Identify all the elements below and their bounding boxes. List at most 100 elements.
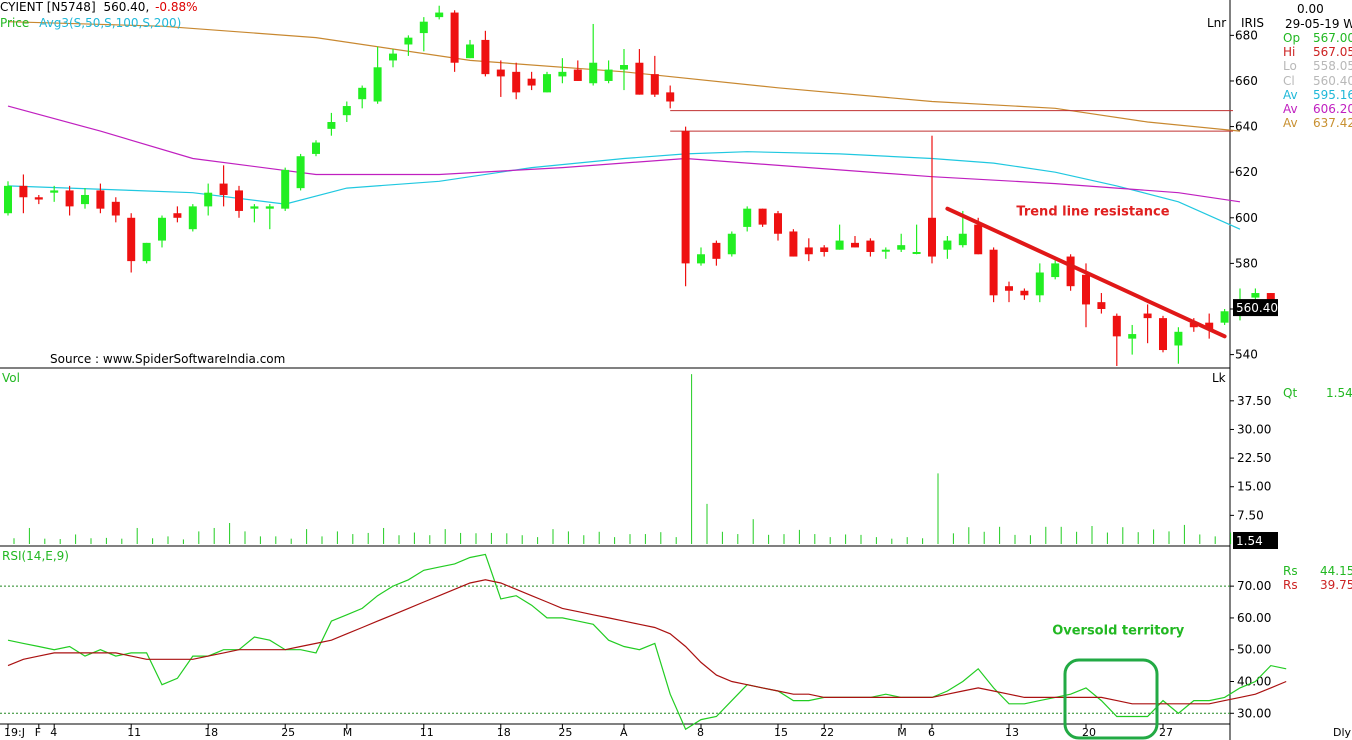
- volume-tick-label: 15.00: [1237, 480, 1271, 494]
- candle-body: [19, 185, 28, 198]
- price-tick-label: 680: [1235, 28, 1258, 42]
- x-tick-label: 11: [127, 726, 141, 739]
- candle-body: [835, 240, 844, 250]
- candle-body: [1143, 313, 1152, 319]
- candle-body: [1051, 263, 1060, 278]
- x-tick-label: 18: [204, 726, 218, 739]
- last-price-tag: [1233, 299, 1278, 317]
- volume-tick-label: 37.50: [1237, 394, 1271, 408]
- candle-body: [312, 142, 320, 154]
- x-tick-label: A: [620, 726, 628, 739]
- volume-unit-label: Lk: [1212, 371, 1226, 385]
- series-label: Price: [0, 16, 30, 30]
- candle-body: [1189, 322, 1198, 328]
- candle-body: [558, 71, 567, 77]
- last-price-label: 560.40: [1236, 301, 1278, 315]
- candle-body: [635, 62, 644, 95]
- candle-body: [50, 190, 59, 193]
- rsi-series-line: [7, 553, 1287, 731]
- chart-header: CYIENT [N5748] 560.40, -0.88%: [0, 0, 198, 14]
- candle-body: [1112, 315, 1121, 337]
- candle-body: [81, 194, 89, 205]
- info-row-label: Cl: [1283, 73, 1295, 88]
- candle-body: [173, 213, 182, 218]
- info-row-value: 558.05: [1313, 59, 1352, 74]
- rsi-tick-label: 50.00: [1237, 643, 1271, 657]
- rs-row-label: Rs: [1283, 578, 1298, 592]
- info-row-label: Av: [1283, 102, 1298, 116]
- candle-body: [158, 217, 166, 241]
- candle-body: [712, 242, 721, 259]
- candle-body: [928, 217, 936, 257]
- info-date: 29-05-19 We: [1285, 17, 1352, 31]
- candle-body: [142, 242, 151, 262]
- info-row-value: 595.16: [1313, 87, 1352, 102]
- candle-body: [1005, 286, 1013, 291]
- source-label: Source : www.SpiderSoftwareIndia.com: [50, 352, 286, 366]
- x-tick-label: M: [897, 726, 907, 739]
- x-tick-label: 25: [558, 726, 572, 739]
- x-tick-label: 27: [1159, 726, 1173, 739]
- trend-line-annotation: Trend line resistance: [1016, 205, 1169, 220]
- price-tick-label: 540: [1235, 348, 1258, 362]
- x-tick-label: 20: [1082, 726, 1096, 739]
- candle-body: [881, 249, 890, 252]
- price-tick-label: 640: [1235, 120, 1258, 134]
- symbol-label: CYIENT [N5748]: [0, 0, 96, 14]
- candle-body: [604, 69, 613, 81]
- x-tick-label: 4: [50, 726, 57, 739]
- candle-body: [1159, 318, 1167, 351]
- candle-body: [1020, 290, 1029, 296]
- candle-body: [204, 192, 213, 207]
- x-tick-label: F: [35, 726, 41, 739]
- candle-body: [1205, 322, 1214, 330]
- candle-body: [573, 69, 582, 81]
- rsi-tick-label: 70.00: [1237, 579, 1271, 593]
- candle-body: [327, 122, 336, 129]
- x-tick-label: M: [343, 726, 353, 739]
- series-legend: Price Avg3(S,50,S,100,S,200): [0, 16, 181, 30]
- rs-row-label: Rs: [1283, 564, 1298, 578]
- candle-body: [589, 62, 598, 84]
- candle-body: [666, 92, 675, 102]
- change-label: -0.88%: [155, 0, 198, 14]
- candle-body: [974, 224, 983, 255]
- candle-body: [466, 44, 474, 59]
- x-tick-label: 25: [281, 726, 295, 739]
- candle-body: [1097, 302, 1106, 309]
- x-tick-label: 15: [774, 726, 788, 739]
- candle-body: [681, 131, 690, 264]
- candle-body: [866, 240, 875, 252]
- price-label: 560.40,: [103, 0, 150, 14]
- candle-body: [281, 169, 290, 209]
- candle-body: [774, 213, 782, 234]
- candle-body: [1035, 272, 1044, 296]
- rsi-annotation: Oversold territory: [1052, 624, 1185, 639]
- candle-body: [727, 233, 736, 255]
- candle-body: [958, 233, 967, 246]
- avg-label: Avg3(S,50,S,100,S,200): [39, 16, 182, 30]
- x-tick-label: 22: [820, 726, 834, 739]
- x-tick-label: 13: [1005, 726, 1019, 739]
- volume-tick-label: 30.00: [1237, 422, 1271, 436]
- period-label: Dly: [1333, 726, 1352, 739]
- volume-tick-label: 7.50: [1237, 508, 1264, 522]
- candle-body: [96, 190, 105, 209]
- candle-body: [1082, 274, 1090, 305]
- moving-average-line: [7, 105, 1241, 203]
- info-row-label: Av: [1283, 87, 1298, 102]
- candle-body: [235, 190, 243, 211]
- info-row-label: Op: [1283, 31, 1301, 45]
- candle-body: [373, 67, 382, 102]
- candle-body: [127, 217, 136, 262]
- candle-body: [389, 53, 397, 61]
- rsi-title: RSI(14,E,9): [2, 549, 69, 563]
- oversold-highlight-box: [1063, 658, 1159, 740]
- candle-body: [450, 12, 459, 63]
- candle-body: [496, 69, 505, 77]
- x-tick-label: 6: [928, 726, 935, 739]
- scale-label[interactable]: Lnr: [1207, 16, 1227, 30]
- candle-body: [789, 231, 798, 257]
- last-volume-label: 1.54: [1236, 534, 1263, 548]
